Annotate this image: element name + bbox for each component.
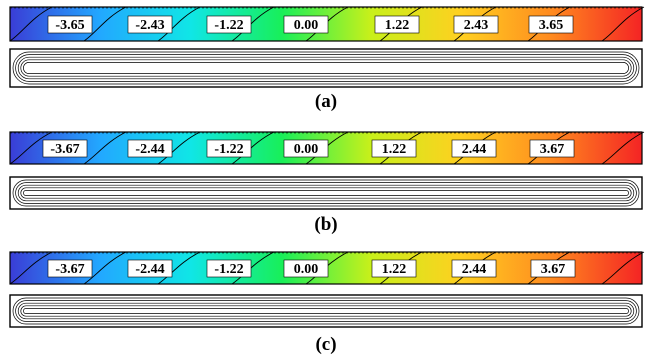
streamline — [23, 190, 629, 196]
panel-b: -3.67 -2.44 -1.22 0.00 1.22 2.44 3.67 (b) — [9, 131, 645, 235]
isoline — [601, 6, 645, 42]
isoline — [157, 251, 201, 285]
contour-label-box — [451, 139, 497, 158]
contour-label-box — [206, 15, 252, 34]
streamline-box — [9, 294, 643, 328]
streamline — [17, 302, 635, 320]
isoline — [157, 6, 201, 42]
contour-label-box — [283, 139, 329, 158]
contour-label: -2.44 — [135, 142, 164, 157]
contour-label: -2.43 — [135, 18, 164, 33]
isoline — [9, 131, 53, 165]
isoline — [83, 6, 127, 42]
contour-label-box — [371, 259, 417, 278]
isoline — [9, 251, 53, 285]
contour-label: 3.65 — [539, 18, 564, 33]
streamline — [15, 54, 637, 82]
contour-label: 1.22 — [385, 18, 410, 33]
streamline — [12, 51, 640, 85]
contour-label: 1.22 — [382, 142, 407, 157]
panel-a: -3.65 -2.43 -1.22 0.00 1.22 2.43 3.65 (a) — [9, 6, 645, 112]
contour-label: 1.22 — [382, 262, 407, 277]
panel-label: (c) — [315, 334, 336, 355]
streamline — [17, 184, 635, 202]
isoline — [601, 131, 645, 165]
streamline — [12, 179, 640, 207]
contour-label: 3.67 — [540, 142, 565, 157]
contour-label-box — [206, 259, 252, 278]
contour-label-box — [127, 259, 173, 278]
isoline — [9, 6, 53, 42]
contour-label: 2.43 — [464, 18, 489, 33]
streamline-box — [9, 48, 643, 88]
contour-label: -3.67 — [55, 262, 84, 277]
isoline — [83, 251, 127, 285]
contour-label: -1.22 — [214, 18, 243, 33]
streamline — [23, 62, 629, 74]
streamline-box — [9, 176, 643, 210]
streamline — [23, 308, 629, 314]
contour-label-box — [374, 15, 420, 34]
panel-label: (b) — [314, 214, 337, 235]
contour-label: -1.22 — [214, 262, 243, 277]
streamline — [15, 300, 637, 322]
streamline — [20, 187, 632, 199]
contour-label-box — [451, 259, 497, 278]
contour-label-box — [42, 139, 88, 158]
contour-label: 2.44 — [462, 142, 487, 157]
contour-label: -3.65 — [55, 18, 84, 33]
contour-label-box — [371, 139, 417, 158]
contour-label-box — [283, 259, 329, 278]
contour-label-box — [283, 15, 329, 34]
contour-label-box — [127, 139, 173, 158]
contour-label-box — [529, 139, 575, 158]
contour-label: -1.22 — [214, 142, 243, 157]
contour-label-box — [528, 15, 574, 34]
contour-label: -3.67 — [50, 142, 79, 157]
contour-label: 3.67 — [541, 262, 566, 277]
streamline — [20, 305, 632, 317]
contour-label: 0.00 — [294, 262, 319, 277]
panel-c: -3.67 -2.44 -1.22 0.00 1.22 2.44 3.67 (c) — [9, 251, 645, 355]
isoline — [601, 251, 645, 285]
contour-label: 2.44 — [462, 262, 487, 277]
contour-label-box — [453, 15, 499, 34]
contour-label-box — [530, 259, 576, 278]
contour-label: 0.00 — [294, 142, 319, 157]
streamline — [20, 59, 632, 77]
streamline — [17, 56, 635, 80]
isoline — [157, 131, 201, 165]
isoline — [83, 131, 127, 165]
contour-label-box — [47, 259, 93, 278]
contour-label-box — [206, 139, 252, 158]
streamline — [12, 297, 640, 325]
contour-label: -2.44 — [135, 262, 164, 277]
panel-label: (a) — [315, 91, 337, 112]
contour-label-box — [47, 15, 93, 34]
contour-label: 0.00 — [294, 18, 319, 33]
contour-label-box — [127, 15, 173, 34]
streamline — [15, 182, 637, 204]
